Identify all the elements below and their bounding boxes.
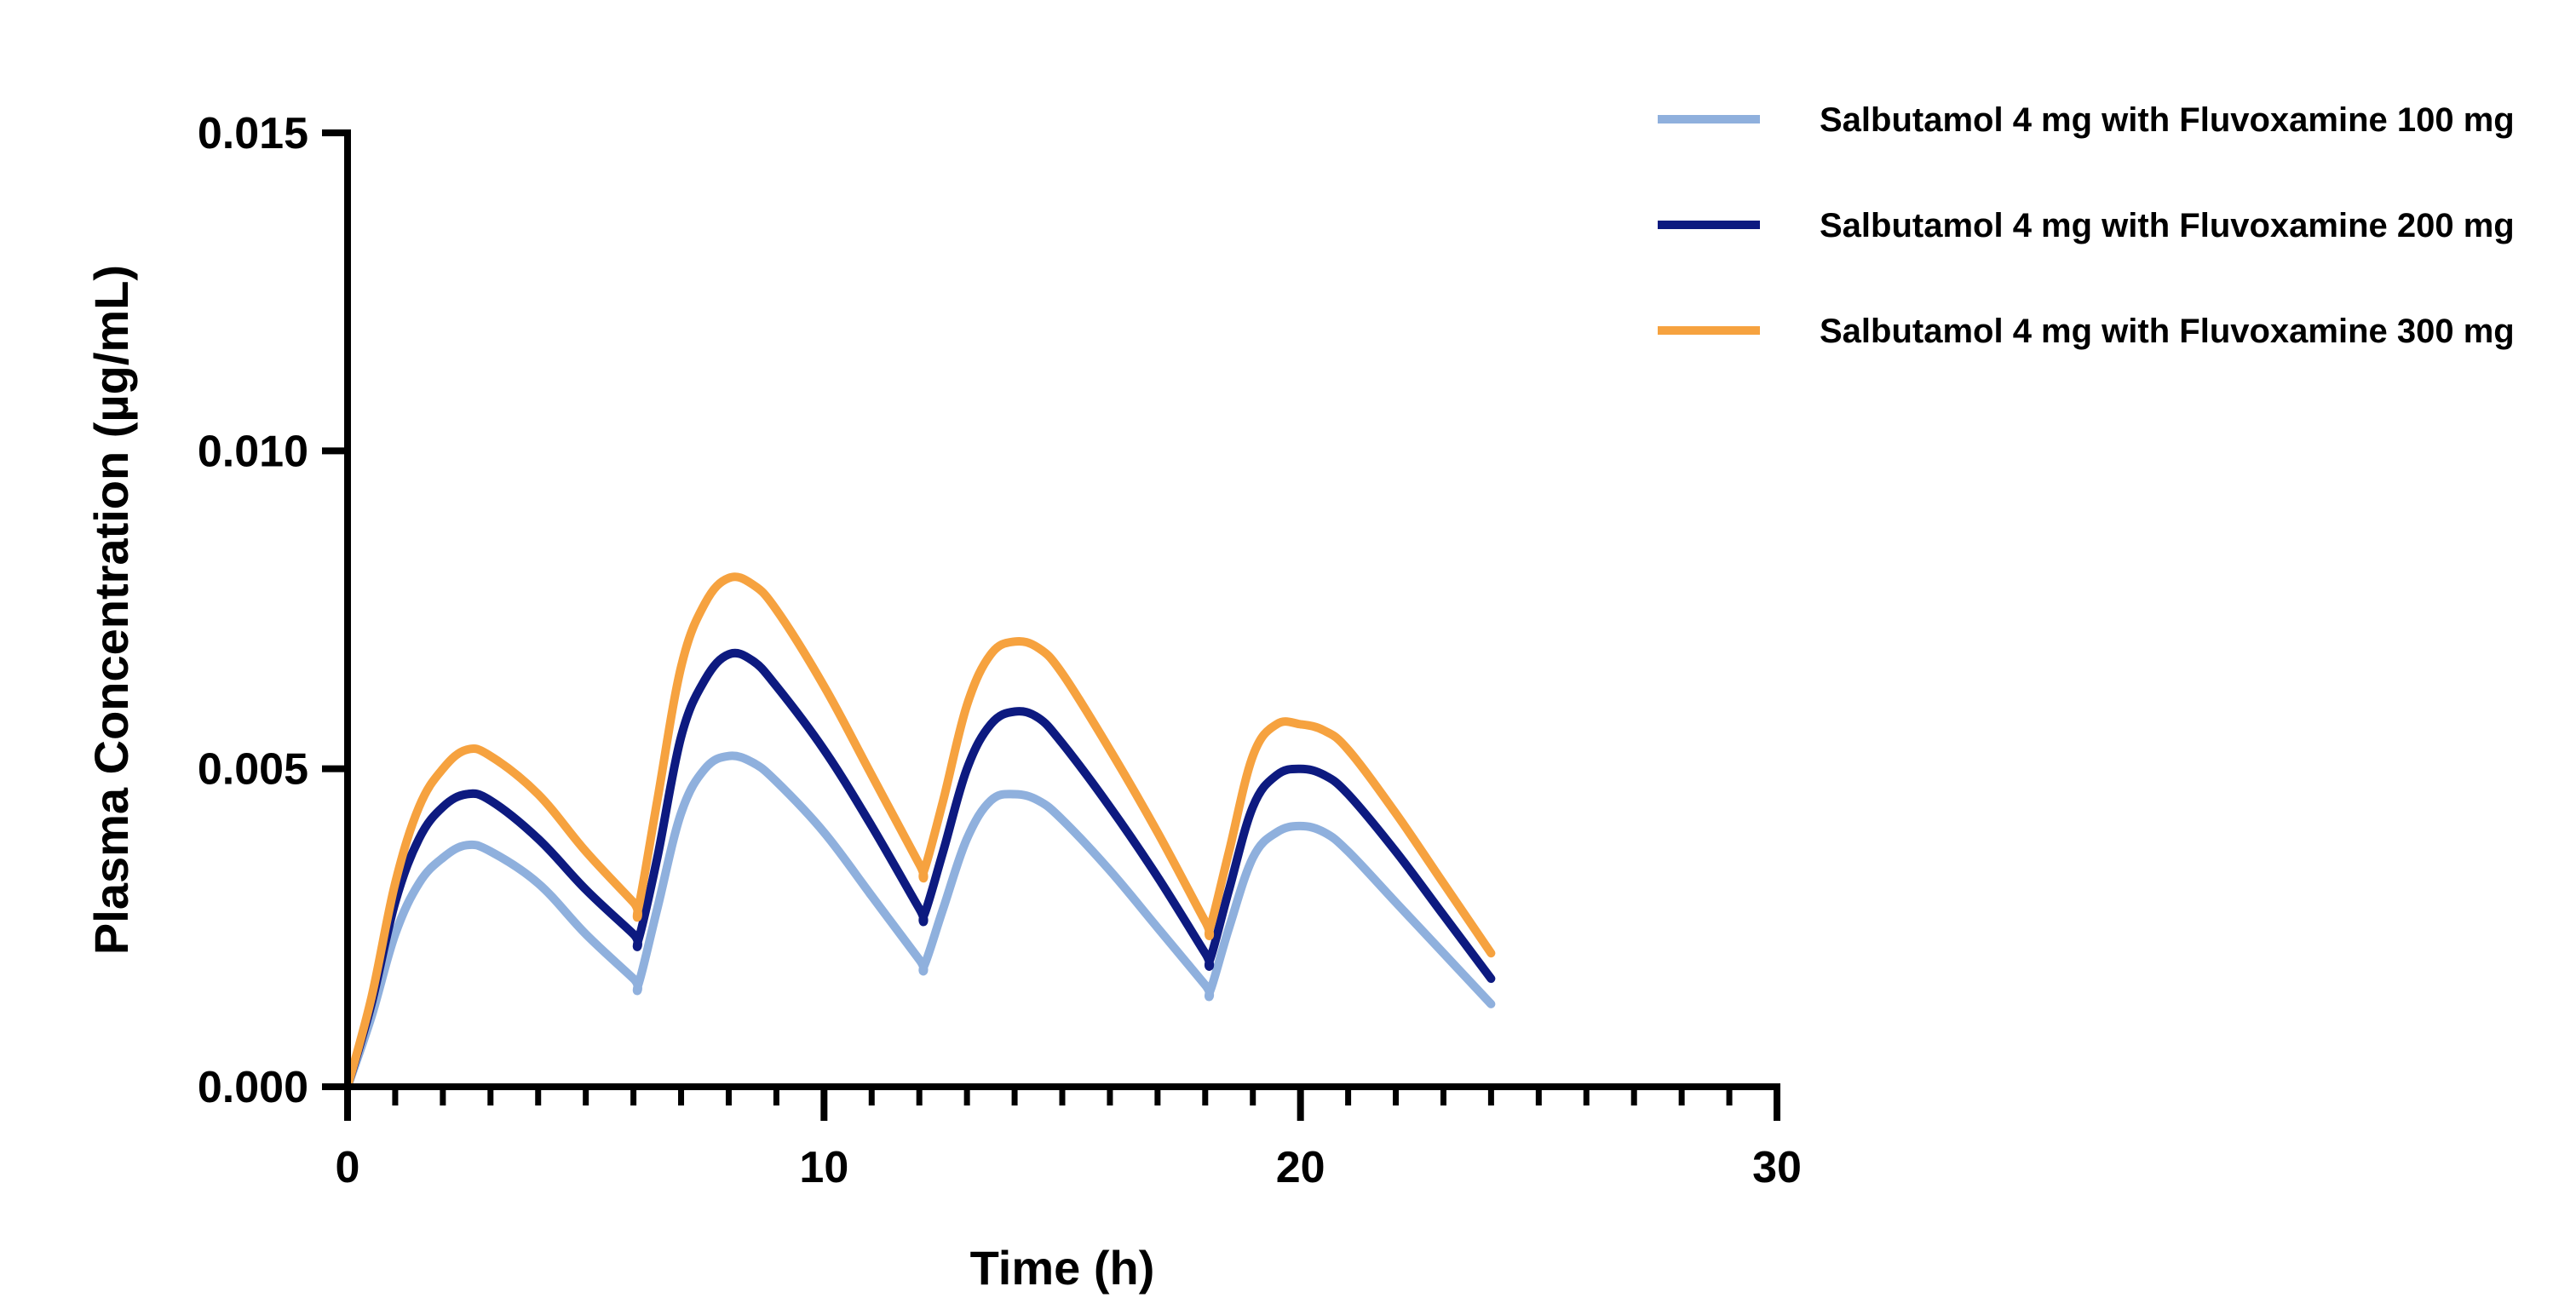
series-layer: [343, 572, 1496, 1091]
legend-label: Salbutamol 4 mg with Fluvoxamine 200 mg: [1820, 207, 2515, 244]
series-fluvoxamine-200mg: [343, 648, 1496, 1091]
x-tick-label: 0: [336, 1143, 360, 1192]
legend: Salbutamol 4 mg with Fluvoxamine 100 mg S…: [1658, 101, 2515, 350]
series-fluvoxamine-100mg: [343, 751, 1496, 1091]
x-tick-label: 20: [1276, 1143, 1325, 1192]
legend-label: Salbutamol 4 mg with Fluvoxamine 100 mg: [1820, 101, 2515, 139]
series-fluvoxamine-300mg: [343, 572, 1496, 1091]
legend-label: Salbutamol 4 mg with Fluvoxamine 300 mg: [1820, 313, 2515, 350]
y-tick-label: 0.005: [198, 745, 308, 795]
x-axis-title: Time (h): [970, 1241, 1155, 1295]
y-tick-label: 0.000: [198, 1063, 308, 1112]
axes-layer: [344, 129, 1780, 1090]
y-tick-label: 0.015: [198, 109, 308, 158]
x-tick-label: 10: [799, 1143, 848, 1192]
ticks-layer: 0.000 0.005 0.010 0.015 0 10 20 30: [198, 109, 1802, 1192]
y-axis-title: Plasma Concentration (µg/mL): [84, 265, 138, 955]
y-tick-label: 0.010: [198, 427, 308, 476]
x-tick-label: 30: [1752, 1143, 1802, 1192]
